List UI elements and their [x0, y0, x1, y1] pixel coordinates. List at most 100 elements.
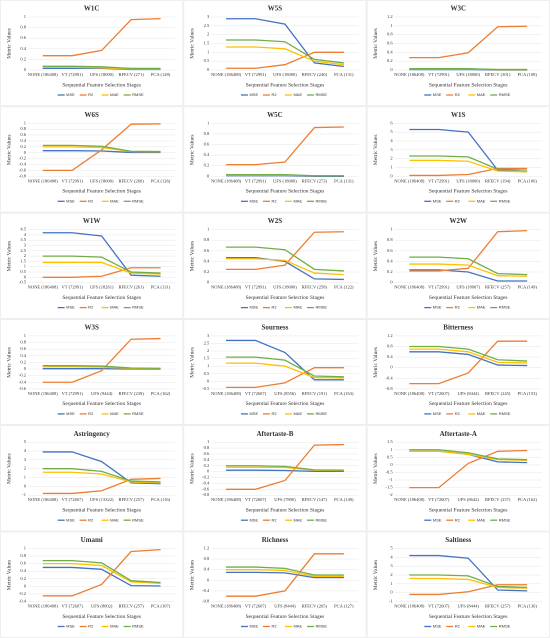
chart-title: W2S	[268, 217, 283, 225]
x-axis-label: Sequential Feature Selection Stages	[246, 82, 325, 88]
legend-label: MAE	[110, 517, 119, 522]
series-line	[409, 351, 528, 367]
series-line	[226, 18, 344, 68]
y-tick-label: 0.2	[387, 269, 393, 274]
y-tick-label: -0.4	[202, 588, 210, 593]
y-tick-label: 1	[390, 447, 392, 452]
y-tick-label: 2	[24, 466, 26, 471]
y-tick-label: 3	[24, 243, 27, 248]
legend-label: RMSE	[315, 624, 327, 629]
y-tick-label: 0	[207, 469, 210, 474]
series-line	[42, 65, 161, 70]
y-tick-label: 1.5	[387, 439, 393, 444]
series-line	[409, 230, 528, 272]
x-tick-label: NONE (186408)	[28, 178, 59, 183]
x-tick-label: PCA (116)	[151, 497, 171, 502]
x-tick-label: NONE (186408)	[211, 391, 242, 396]
panel: W2W 0 0.2 0.4 0.6 0.8 1 NONE (186408) VT (72991)…	[366, 212, 550, 319]
chart-title: W3S	[84, 324, 99, 332]
legend-label: RMSE	[499, 411, 511, 416]
x-tick-label: UFS (8444)	[274, 604, 296, 609]
x-tick-label: NONE (186408)	[394, 178, 425, 183]
legend-label: MAE	[110, 411, 119, 416]
legend-label: R2	[455, 305, 461, 310]
y-axis-label: Metric Values	[6, 560, 12, 591]
series-line	[409, 449, 528, 461]
y-tick-label: 1.2	[204, 546, 210, 551]
series-line	[226, 51, 344, 69]
x-axis-label: Sequential Feature Selection Stages	[246, 295, 325, 301]
panel: W2S 0 0.2 0.4 0.6 0.8 1 NONE (186408) VT (72991)…	[183, 212, 367, 319]
y-tick-label: 0	[24, 366, 27, 371]
y-tick-label: 0.5	[20, 269, 26, 274]
legend-label: MSE	[66, 92, 75, 97]
panel: Aftertaste-A -2 -1.5 -1 -0.5 0 0.5 1 1.5 NONE (18…	[366, 425, 550, 532]
y-axis-label: Metric Values	[6, 134, 12, 165]
legend-label: MAE	[293, 92, 302, 97]
legend-label: R2	[455, 92, 461, 97]
x-tick-label: VT (72991)	[62, 72, 84, 77]
y-axis-label: Metric Values	[190, 560, 196, 591]
x-tick-label: RFECV (301)	[485, 72, 511, 77]
series-line	[42, 365, 161, 370]
y-tick-label: 2	[207, 32, 209, 37]
legend-label: RMSE	[132, 411, 144, 416]
series-line	[42, 232, 161, 277]
y-tick-label: 0.4	[20, 46, 26, 51]
panel-border	[366, 531, 550, 638]
y-tick-label: 0.4	[387, 354, 393, 359]
panel: W5C 0 0.2 0.4 0.6 0.8 1 NONE (186408) VT (72991)…	[183, 106, 367, 213]
legend-label: RMSE	[315, 198, 327, 203]
panel-border	[183, 106, 367, 213]
series-line	[409, 348, 528, 364]
y-tick-label: -0.2	[19, 591, 26, 596]
series-line	[42, 261, 161, 275]
y-tick-label: 0.6	[20, 346, 26, 351]
series-line	[226, 566, 344, 576]
series-line	[226, 569, 344, 577]
y-tick-label: -0.8	[202, 599, 210, 604]
legend-label: MSE	[249, 517, 258, 522]
y-tick-label: 0.2	[204, 463, 210, 468]
y-tick-label: 0	[390, 462, 393, 467]
series-line	[409, 263, 528, 277]
y-axis-label: Metric Values	[6, 347, 12, 378]
x-tick-label: RFECV (239)	[118, 391, 144, 396]
series-line	[409, 345, 528, 362]
x-tick-label: RFECV (257)	[118, 604, 144, 609]
y-axis-label: Metric Values	[373, 560, 379, 591]
y-tick-label: -0.4	[202, 480, 210, 485]
x-tick-label: UFS (18000)	[90, 72, 114, 77]
y-tick-label: -0.4	[385, 375, 393, 380]
x-tick-label: RFECV (258)	[302, 285, 328, 290]
y-tick-label: 3	[390, 147, 393, 152]
y-tick-label: -0.2	[19, 156, 26, 161]
y-tick-label: 0	[24, 274, 27, 279]
y-tick-label: 0.4	[20, 138, 26, 143]
chart-title: Aftertaste-A	[440, 430, 477, 438]
y-tick-label: 0.8	[20, 340, 26, 345]
series-line	[42, 123, 161, 172]
series-line	[226, 246, 344, 272]
x-tick-label: NONE (186408)	[28, 497, 59, 502]
legend-label: MAE	[293, 411, 302, 416]
series-line	[42, 267, 161, 278]
y-tick-label: 2	[207, 348, 209, 353]
chart-title: W2W	[450, 217, 468, 225]
legend-label: RMSE	[315, 517, 327, 522]
x-tick-label: VT (72607)	[245, 391, 267, 396]
legend-label: R2	[271, 624, 277, 629]
series-line	[42, 566, 161, 587]
chart-title: Aftertaste-B	[256, 430, 293, 438]
x-tick-label: UFS (18007)	[456, 285, 480, 290]
y-tick-label: -0.8	[19, 173, 27, 178]
y-tick-label: 1.5	[20, 258, 26, 263]
panel: Astringency -1 0 1 2 3 4 5 NONE (186408) VT (7260…	[0, 425, 184, 532]
x-tick-label: RFECV (257)	[485, 285, 511, 290]
y-tick-label: 5	[24, 439, 27, 444]
x-tick-label: UFS (9444)	[91, 391, 113, 396]
y-tick-label: 4	[390, 138, 393, 143]
y-tick-label: 4	[390, 554, 393, 559]
legend-label: MAE	[110, 198, 119, 203]
